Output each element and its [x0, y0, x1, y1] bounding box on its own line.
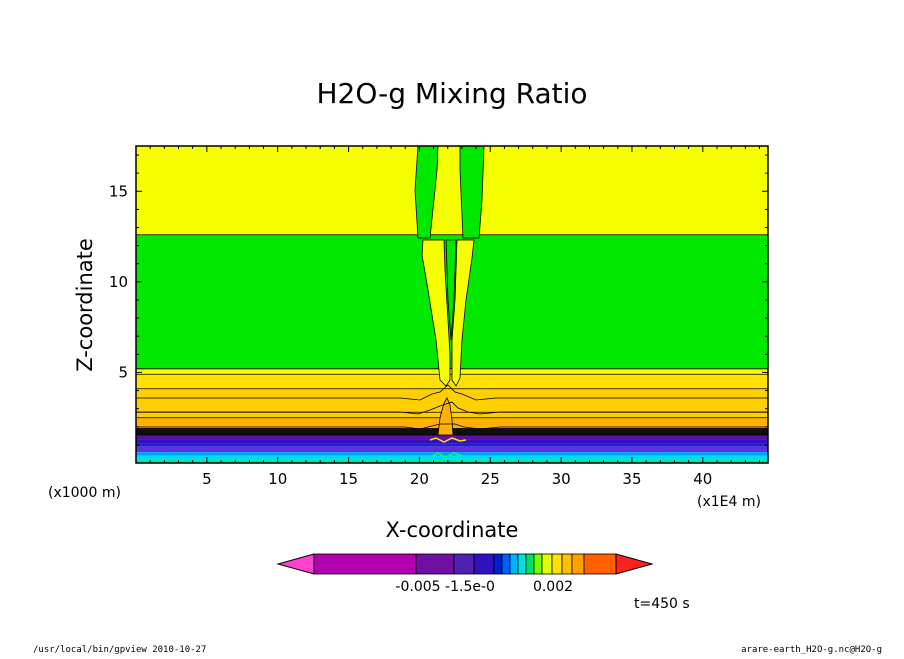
vapor-plume [136, 146, 768, 458]
colorbar-swatch-1 [313, 553, 417, 575]
colorbar-label-1: -1.5e-0 [445, 579, 495, 595]
plot-frame [135, 145, 769, 464]
colorbar-swatch-13 [551, 553, 563, 575]
colorbar-swatch-6 [493, 553, 503, 575]
chart-title: H2O-g Mixing Ratio [316, 77, 587, 110]
plume-bump-contour-3 [136, 423, 768, 430]
colorbar-label-0: -0.005 [395, 579, 440, 595]
colorbar-labels: -0.005 -1.5e-0 0.002 [395, 579, 573, 595]
x-tick-label-1: 10 [268, 470, 287, 488]
x-tick-label-7: 40 [693, 470, 712, 488]
axis-ticks [136, 146, 768, 463]
plume-bump-contour [136, 384, 768, 401]
colorbar-swatch-14 [561, 553, 573, 575]
band-3 [136, 374, 768, 389]
x-unit-label: (x1E4 m) [697, 494, 761, 510]
colorbar-swatch-4 [453, 553, 475, 575]
x-tick-label-4: 25 [481, 470, 500, 488]
y-tick-label-1: 10 [109, 273, 128, 291]
footer-left: /usr/local/bin/gpview 2010-10-27 [33, 645, 206, 654]
band-9 [136, 443, 768, 447]
colorbar-swatch-3 [415, 553, 455, 575]
colorbar [276, 553, 654, 575]
band-13 [136, 459, 768, 463]
x-tick-label-0: 5 [202, 470, 212, 488]
colorbar-arrow-right [615, 553, 654, 575]
plume-core-orange [437, 397, 454, 436]
time-label: t=450 s [634, 596, 690, 612]
plume-left-yellow [421, 239, 451, 387]
colorbar-swatch-9 [517, 553, 527, 575]
plume-upper-left-green [414, 146, 439, 239]
footer-right: arare-earth_H2O-g.nc@H2O-g [741, 645, 882, 654]
plot-area [136, 146, 768, 463]
colorbar-swatch-15 [571, 553, 585, 575]
band-8 [136, 439, 768, 444]
y-tick-labels: 5 10 15 [109, 182, 128, 381]
colorbar-swatch-16 [583, 553, 617, 575]
plume-lower-ripple [429, 437, 467, 443]
x-axis-title: X-coordinate [386, 518, 519, 542]
x-tick-label-2: 15 [339, 470, 358, 488]
y-unit-label: (x1000 m) [48, 485, 121, 501]
band-0 [136, 146, 768, 235]
band-7 [136, 434, 768, 440]
colorbar-swatch-5 [473, 553, 495, 575]
x-tick-labels: 5 10 15 20 25 30 35 40 [202, 470, 712, 488]
colorbar-swatch-12 [541, 553, 553, 575]
colorbar-arrow-left [276, 553, 315, 575]
colorbar-swatch-10 [525, 553, 535, 575]
x-tick-label-6: 35 [622, 470, 641, 488]
plume-inner-green [445, 239, 457, 341]
band-10 [136, 446, 768, 453]
plume-bump-contour-2 [136, 401, 768, 415]
y-tick-label-0: 5 [118, 363, 128, 381]
plume-bottom-ripple [431, 452, 463, 458]
plume-right-yellow [451, 239, 475, 387]
colorbar-label-2: 0.002 [533, 579, 573, 595]
band-12 [136, 455, 768, 460]
colorbar-swatch-8 [509, 553, 519, 575]
x-tick-label-5: 30 [552, 470, 571, 488]
band-4 [136, 388, 768, 418]
plume-upper-right-green [459, 146, 485, 239]
colorbar-swatch-7 [501, 553, 511, 575]
colorbar-swatch-11 [533, 553, 543, 575]
y-tick-label-2: 15 [109, 182, 128, 200]
y-axis-title: Z-coordinate [73, 238, 97, 372]
x-tick-label-3: 20 [410, 470, 429, 488]
